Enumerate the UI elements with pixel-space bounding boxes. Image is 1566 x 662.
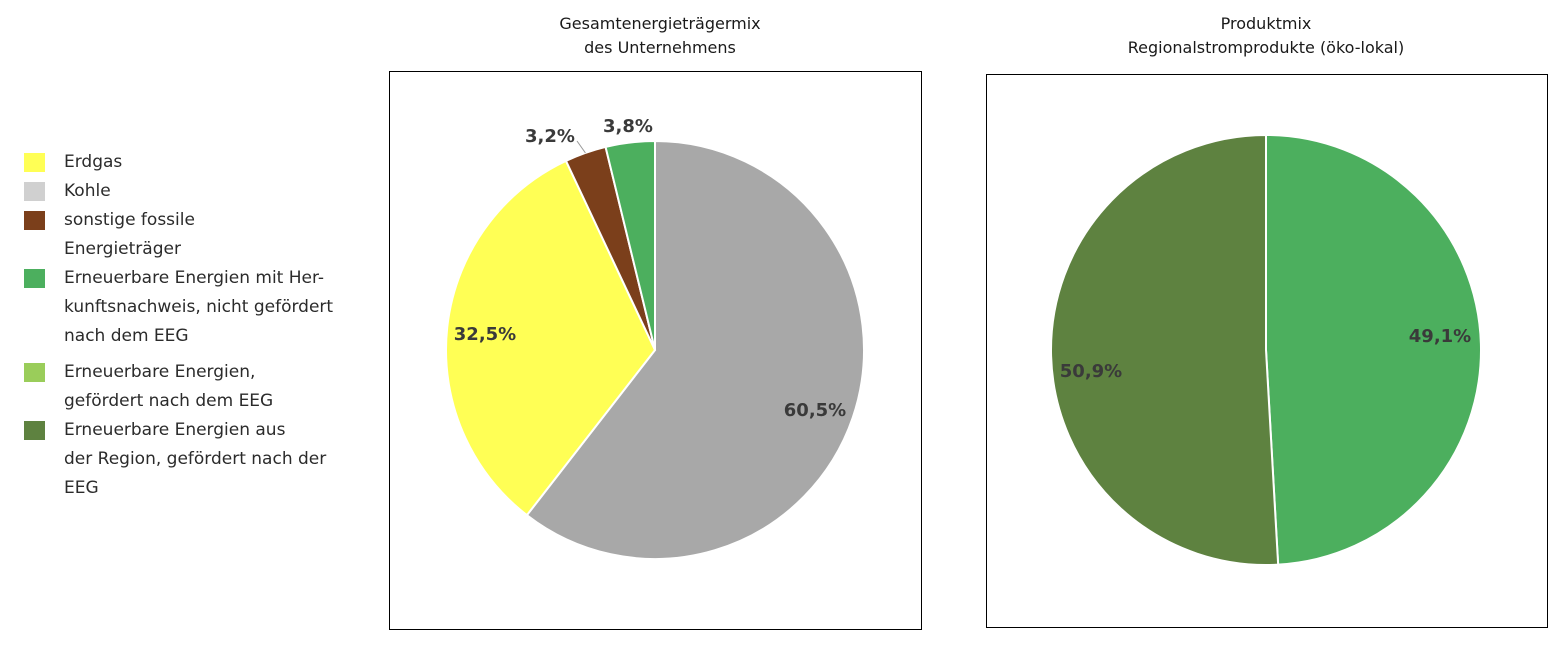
legend-label-line: Erneuerbare Energien aus — [64, 420, 286, 440]
pie-data-label-1-1: 50,9% — [1060, 361, 1122, 382]
legend: Erdgas Kohle sonstige fossile Energieträ… — [24, 148, 369, 503]
pie-slice-0-3 — [604, 139, 656, 351]
pie-data-label-0-1: 32,5% — [454, 324, 516, 345]
chart-title-line: Produktmix — [1220, 14, 1312, 33]
legend-label-line: Energieträger — [64, 239, 181, 259]
legend-swatch-ee-herkunftsnachweis — [24, 269, 45, 288]
legend-label-line: nach dem EEG — [64, 326, 189, 346]
legend-swatch-kohle — [24, 182, 45, 201]
legend-item-erdgas: Erdgas — [24, 148, 369, 177]
legend-item-ee-region: Erneuerbare Energien aus der Region, gef… — [24, 416, 369, 503]
pie-data-label-0-2: 3,2% — [525, 126, 575, 147]
chart-title-line: des Unternehmens — [584, 38, 736, 57]
legend-label-line: Erneuerbare Energien mit Her- — [64, 268, 325, 288]
legend-swatch-ee-eeg — [24, 363, 45, 382]
chart-title-gesamtmix: Gesamtenergieträgermix des Unternehmens — [460, 12, 860, 60]
legend-label-line: Erdgas — [64, 152, 123, 172]
legend-label-line: Erneuerbare Energien, — [64, 362, 256, 382]
legend-item-ee-eeg: Erneuerbare Energien, gefördert nach dem… — [24, 358, 369, 416]
legend-label-line: kunftsnachweis, nicht gefördert — [64, 297, 334, 317]
legend-item-kohle: Kohle — [24, 177, 369, 206]
pie-data-label-1-0: 49,1% — [1409, 326, 1471, 347]
pie-leader-line-0-2 — [576, 140, 586, 154]
pie-data-label-0-3: 3,8% — [603, 116, 653, 137]
legend-label-line: gefördert nach dem EEG — [64, 391, 274, 411]
legend-label-line: sonstige fossile — [64, 210, 195, 230]
legend-swatch-erdgas — [24, 153, 45, 172]
pie-data-label-0-0: 60,5% — [784, 400, 846, 421]
chart-title-line: Gesamtenergieträgermix — [559, 14, 761, 33]
legend-swatch-ee-region — [24, 421, 45, 440]
legend-label-line: EEG — [64, 478, 99, 498]
legend-swatch-sonstige-fossile — [24, 211, 45, 230]
legend-label-line: der Region, gefördert nach der — [64, 449, 327, 469]
legend-item-ee-herkunftsnachweis: Erneuerbare Energien mit Her- kunftsnach… — [24, 264, 369, 351]
pie-slice-1-0 — [1265, 133, 1482, 566]
pie-slice-0-1 — [445, 159, 657, 517]
chart-title-produktmix: Produktmix Regionalstromprodukte (öko-lo… — [1066, 12, 1466, 60]
legend-item-sonstige-fossile: sonstige fossile Energieträger — [24, 206, 369, 264]
legend-label-line: Kohle — [64, 181, 111, 201]
chart-title-line: Regionalstromprodukte (öko-lokal) — [1127, 38, 1405, 57]
pie-slice-1-1 — [1049, 133, 1280, 566]
pie-slice-0-0 — [525, 139, 865, 560]
